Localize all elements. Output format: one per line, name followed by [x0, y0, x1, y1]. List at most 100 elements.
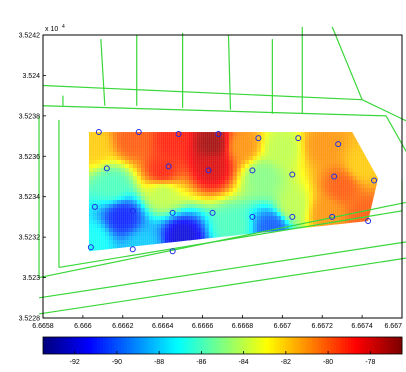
- heat-cell: [300, 204, 306, 209]
- map-line-layer: [38, 26, 406, 315]
- heat-cell: [168, 156, 174, 161]
- heat-cell: [160, 200, 166, 205]
- heat-cell: [188, 224, 194, 229]
- heat-cell: [160, 232, 166, 237]
- heat-cell: [112, 152, 118, 157]
- colorbar-step: [99, 337, 104, 354]
- heat-cell: [252, 140, 258, 145]
- heat-cell: [276, 168, 282, 173]
- heat-cell: [120, 200, 126, 205]
- heat-cell: [284, 188, 290, 193]
- heat-cell: [196, 152, 202, 157]
- heat-cell: [124, 200, 130, 205]
- heat-cell: [104, 176, 110, 181]
- colorbar-step: [66, 337, 71, 354]
- heat-cell: [304, 192, 310, 197]
- heat-cell: [244, 160, 250, 165]
- heat-cell: [260, 140, 266, 145]
- heat-cell: [196, 224, 202, 229]
- heat-cell: [88, 160, 94, 165]
- heat-cell: [264, 228, 270, 233]
- heat-cell: [320, 148, 326, 153]
- heat-cell: [336, 136, 342, 141]
- colorbar-step: [75, 337, 80, 354]
- heat-cell: [164, 144, 170, 149]
- heat-cell: [148, 204, 154, 209]
- heat-cell: [120, 140, 126, 145]
- heat-cell: [256, 224, 262, 229]
- heat-cell: [236, 184, 242, 189]
- colorbar-step: [276, 337, 280, 354]
- heat-cell: [352, 168, 358, 173]
- heat-cell: [240, 188, 246, 193]
- heat-cell: [152, 236, 158, 241]
- heat-cell: [236, 216, 242, 221]
- heat-cell: [356, 148, 362, 153]
- heat-cell: [128, 160, 134, 165]
- heat-cell: [136, 204, 142, 209]
- heat-cell: [176, 184, 182, 189]
- heat-cell: [208, 224, 214, 229]
- heat-cell: [236, 192, 242, 197]
- heat-cell: [196, 208, 202, 213]
- heat-cell: [212, 168, 218, 173]
- heat-cell: [108, 204, 114, 209]
- heat-cell: [316, 180, 322, 185]
- heat-cell: [100, 208, 106, 213]
- heat-cell: [232, 140, 238, 145]
- heat-cell: [196, 132, 202, 137]
- heat-cell: [184, 168, 190, 173]
- heat-cell: [96, 208, 102, 213]
- heat-cell: [176, 168, 182, 173]
- heat-cell: [172, 192, 178, 197]
- heat-cell: [320, 220, 326, 225]
- heat-cell: [348, 176, 354, 181]
- heat-cell: [344, 200, 350, 205]
- heat-cell: [288, 136, 294, 141]
- heat-cell: [252, 136, 258, 141]
- heat-cell: [316, 132, 322, 137]
- heat-cell: [316, 160, 322, 165]
- heat-cell: [240, 216, 246, 221]
- heat-cell: [256, 172, 262, 177]
- heat-cell: [268, 172, 274, 177]
- heat-cell: [312, 208, 318, 213]
- heat-cell: [256, 200, 262, 205]
- heat-cell: [292, 192, 298, 197]
- heat-cell: [248, 172, 254, 177]
- heat-cell: [92, 224, 98, 229]
- heat-cell: [88, 240, 94, 245]
- heat-cell: [152, 160, 158, 165]
- heat-cell: [284, 156, 290, 161]
- heat-cell: [284, 204, 290, 209]
- heat-cell: [164, 228, 170, 233]
- heat-cell: [352, 172, 358, 177]
- heat-cell: [288, 192, 294, 197]
- heat-cell: [108, 224, 114, 229]
- colorbar-step: [243, 337, 247, 354]
- heat-cell: [360, 172, 366, 177]
- heat-cell: [344, 132, 350, 137]
- heat-cell: [296, 160, 302, 165]
- heat-cell: [252, 152, 258, 157]
- heat-cell: [260, 132, 266, 137]
- heat-cell: [320, 152, 326, 157]
- colorbar-step: [255, 337, 259, 354]
- colorbar-step: [297, 337, 301, 354]
- heat-cell: [172, 196, 178, 201]
- heat-cell: [132, 132, 138, 137]
- heat-cell: [240, 168, 246, 173]
- heat-cell: [312, 196, 318, 201]
- heat-cell: [136, 172, 142, 177]
- heat-cell: [168, 184, 174, 189]
- heat-cell: [112, 224, 118, 229]
- heat-cell: [200, 144, 206, 149]
- heat-cell: [220, 160, 226, 165]
- x-tick-label: 6.6666: [192, 323, 214, 330]
- heat-cell: [172, 152, 178, 157]
- heat-cell: [92, 180, 98, 185]
- heat-cell: [184, 228, 190, 233]
- heat-cell: [272, 144, 278, 149]
- heat-cell: [208, 228, 214, 233]
- heat-cell: [308, 136, 314, 141]
